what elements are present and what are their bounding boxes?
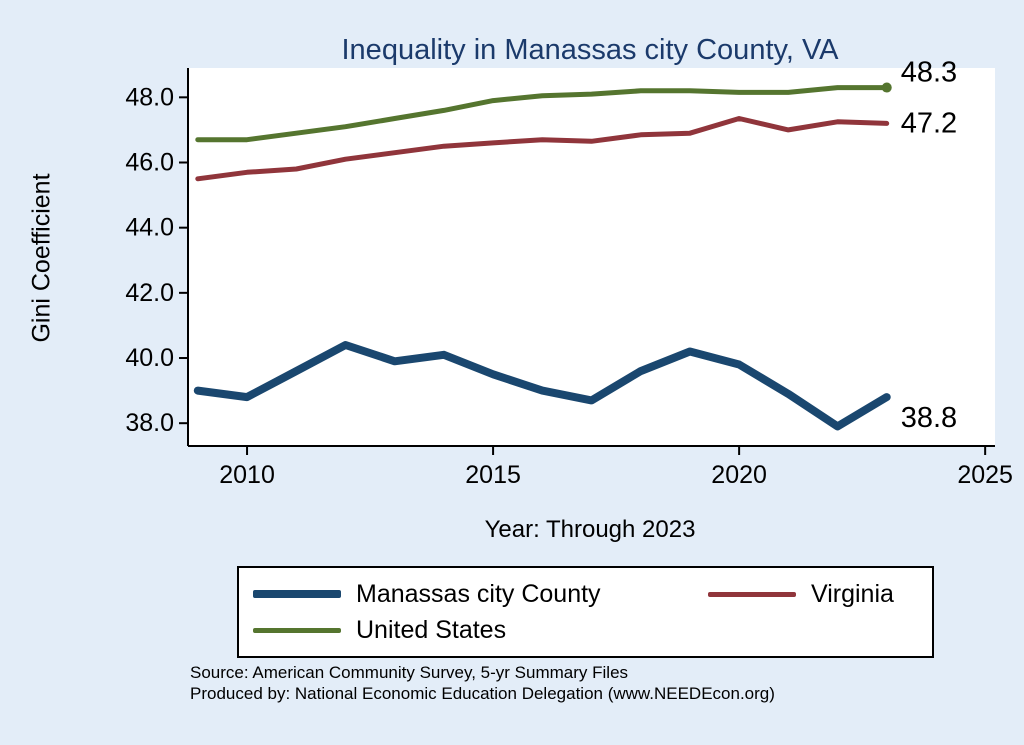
- source-note: Source: American Community Survey, 5-yr …: [190, 663, 775, 704]
- x-tick-label: 2020: [711, 461, 767, 489]
- x-axis-title: Year: Through 2023: [484, 516, 696, 543]
- series-line-manassas-city-county: [193, 341, 891, 431]
- series-line-virginia: [195, 116, 890, 182]
- series-end-marker-united-states: [881, 82, 892, 93]
- x-tick-label: 2025: [957, 461, 1013, 489]
- source-line-2: Produced by: National Economic Education…: [190, 683, 775, 703]
- series-end-label-virginia: 47.2: [901, 107, 957, 139]
- legend-swatch-virginia: [708, 591, 796, 597]
- legend-label-virginia: Virginia: [811, 579, 894, 608]
- legend-item-manassas-city-county: Manassas city County: [253, 580, 708, 609]
- series-end-label-manassas-city-county: 38.8: [901, 402, 957, 434]
- source-line-1: Source: American Community Survey, 5-yr …: [190, 663, 629, 682]
- legend: Manassas city County Virginia United State…: [237, 566, 934, 658]
- legend-swatch-manassas-city-county: [253, 590, 341, 598]
- y-tick-label: 48.0: [125, 83, 174, 111]
- series-end-label-united-states: 48.3: [901, 57, 957, 89]
- y-tick-label: 46.0: [125, 149, 174, 177]
- y-tick-label: 38.0: [125, 409, 174, 437]
- y-tick-label: 40.0: [125, 344, 174, 372]
- legend-label-manassas-city-county: Manassas city County: [356, 579, 601, 608]
- legend-item-united-states: United States: [253, 616, 708, 645]
- chart-title: Inequality in Manassas city County, VA: [341, 34, 839, 66]
- legend-swatch-united-states: [253, 627, 341, 633]
- y-tick-label: 44.0: [125, 214, 174, 242]
- legend-label-united-states: United States: [356, 615, 507, 644]
- x-tick-label: 2010: [219, 461, 275, 489]
- series-line-united-states: [195, 85, 890, 143]
- y-tick-label: 42.0: [125, 279, 174, 307]
- x-tick-label: 2015: [465, 461, 521, 489]
- legend-item-virginia: Virginia: [708, 580, 932, 609]
